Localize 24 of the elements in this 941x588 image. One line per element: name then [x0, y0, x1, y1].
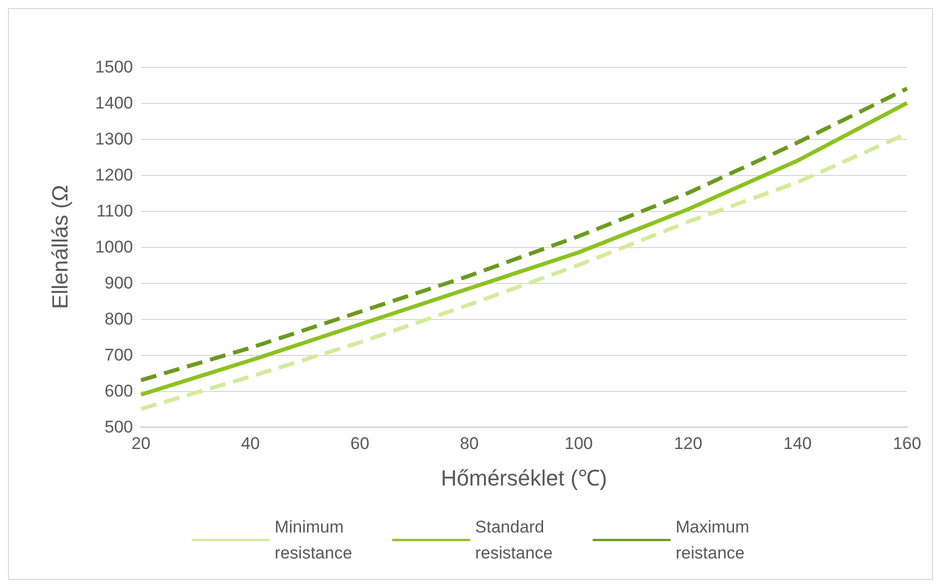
y-tick-label: 800 — [104, 310, 133, 328]
y-tick-label: 500 — [104, 418, 133, 436]
y-tick-label: 1300 — [95, 130, 133, 148]
y-tick-label: 1500 — [95, 58, 133, 76]
x-axis-title: Hőmérséklet (℃) — [440, 466, 608, 490]
y-tick-label: 1100 — [96, 202, 133, 220]
legend-label: Standard resistance — [475, 518, 553, 562]
x-tick-label: 80 — [460, 434, 479, 453]
x-tick-label: 20 — [132, 434, 150, 453]
y-tick-label: 600 — [104, 382, 133, 400]
x-tick-label: 160 — [892, 434, 922, 453]
x-tick-label: 40 — [240, 434, 260, 453]
y-tick-label: 1000 — [95, 238, 133, 256]
y-tick-label: 900 — [104, 274, 133, 292]
y-tick-label: 700 — [104, 346, 133, 364]
y-tick-label: 1400 — [95, 94, 133, 112]
legend-label: Minimum resistance — [274, 518, 352, 562]
legend-label: Maximum reistance — [676, 518, 750, 562]
x-tick-label: 120 — [674, 434, 702, 453]
x-tick-label: 100 — [564, 434, 593, 453]
x-tick-label: 60 — [350, 434, 370, 453]
y-tick-label: 1200 — [95, 166, 133, 184]
x-tick-label: 140 — [783, 434, 812, 453]
y-axis-title: Ellenállás (Ω — [48, 184, 72, 310]
